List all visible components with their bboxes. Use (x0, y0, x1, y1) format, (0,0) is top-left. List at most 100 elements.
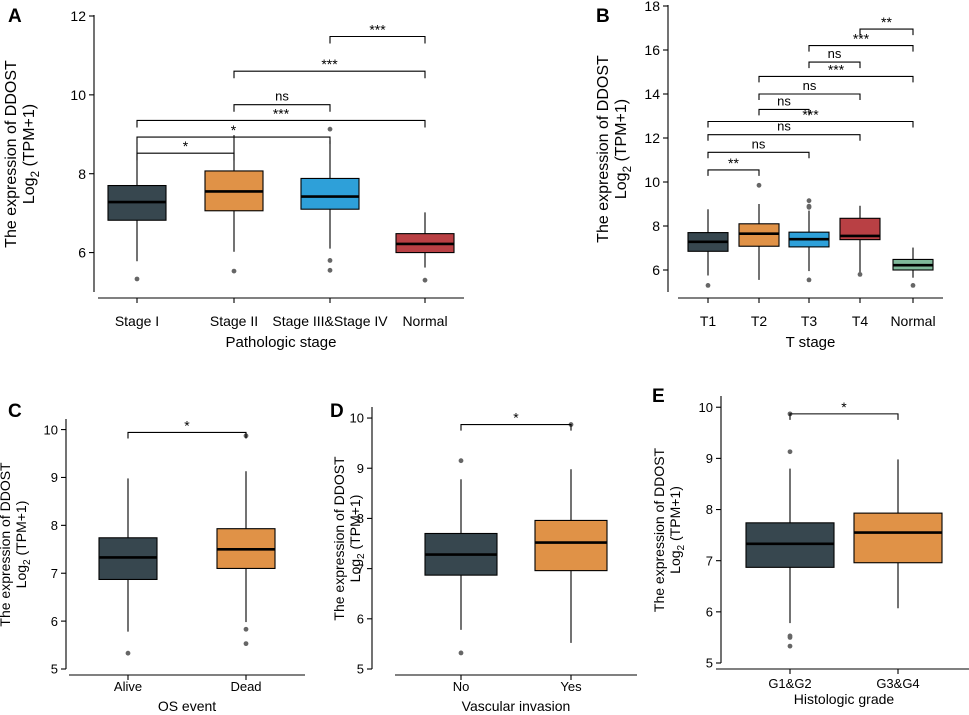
significance-bracket: ** (859, 14, 914, 36)
box-t3 (788, 198, 830, 283)
box-no (424, 458, 498, 656)
y-tick-label: 6 (652, 262, 660, 278)
outlier-point (458, 458, 464, 464)
bracket-line (789, 413, 899, 420)
box-stage-i (107, 143, 167, 282)
significance-bracket: * (127, 417, 247, 439)
x-tick-label: Yes (560, 679, 582, 694)
x-tick-label: Normal (402, 313, 447, 329)
y-tick-label: 9 (51, 470, 58, 485)
y-tick-label: 18 (644, 0, 660, 14)
y-axis-title: The expression of DDOST (331, 456, 347, 621)
x-tick-label: T4 (852, 313, 869, 329)
bracket-line (233, 104, 331, 112)
y-axis-subtitle-base: 2 (676, 544, 687, 550)
box-g1-g2 (745, 411, 835, 649)
bracket-line (758, 93, 861, 100)
bracket-line (707, 134, 861, 141)
box-t2 (738, 182, 780, 280)
significance-label: * (841, 399, 847, 415)
outlier-point (787, 643, 793, 649)
outlier-point (134, 276, 140, 282)
y-tick-label: 10 (699, 400, 713, 415)
significance-bracket: * (136, 138, 235, 161)
y-tick-label: 16 (644, 42, 660, 58)
bracket-line (758, 75, 914, 83)
panel-B: B 6 8 10 12 14 16 18 The expression of DDOST Log2… (595, 0, 943, 351)
y-tick-label: 8 (652, 218, 660, 234)
box-t4 (839, 205, 881, 277)
y-axis-subtitle-base: 2 (30, 171, 42, 177)
y-tick-label: 10 (644, 174, 660, 190)
panel-letter: E (652, 386, 665, 407)
x-tick-label: Alive (114, 679, 142, 694)
y-axis-subtitle-unit: (TPM+1) (21, 104, 38, 171)
bracket-line (707, 169, 760, 176)
significance-bracket: *** (758, 61, 914, 83)
iqr-box (738, 223, 780, 247)
y-tick-label: 12 (644, 130, 660, 146)
significance-label: ns (777, 93, 791, 108)
y-tick-label: 6 (78, 245, 86, 261)
panel-letter: B (596, 6, 610, 27)
outlier-point (857, 272, 863, 277)
significance-label: ** (728, 155, 739, 171)
outlier-point (787, 449, 793, 455)
y-axis-subtitle-unit: (TPM+1) (347, 495, 363, 554)
y-axis-title: The expression of DDOST (595, 55, 612, 243)
x-axis-title: Histologic grade (794, 691, 895, 707)
outlier-point (125, 650, 131, 656)
y-axis-subtitle-log: Log (21, 177, 38, 204)
y-axis-subtitle-unit: (TPM+1) (667, 486, 683, 545)
outlier-point (231, 268, 237, 274)
box-normal (395, 212, 455, 283)
significance-bracket: *** (707, 107, 914, 128)
y-axis-subtitle-log: Log (613, 172, 630, 199)
box-t1 (687, 209, 729, 288)
y-axis-subtitle-base: 2 (22, 559, 33, 565)
y-tick-label: 5 (51, 662, 58, 677)
significance-bracket: ns (808, 46, 861, 69)
outlier-point (327, 258, 333, 263)
significance-label: ns (777, 119, 791, 134)
outlier-point (327, 267, 333, 273)
significance-bracket: *** (136, 105, 426, 128)
y-tick-label: 6 (51, 614, 58, 629)
y-tick-label: 5 (357, 662, 364, 677)
bracket-line (127, 431, 247, 439)
significance-label: * (184, 417, 190, 433)
y-tick-label: 8 (78, 166, 86, 182)
y-tick-label: 9 (706, 451, 713, 466)
bracket-line (136, 152, 235, 161)
x-axis-title: T stage (786, 334, 836, 351)
significance-label: *** (273, 105, 290, 121)
bracket-line (460, 424, 572, 431)
outlier-point (806, 204, 812, 210)
iqr-box (300, 177, 360, 210)
x-axis-title: Vascular invasion (462, 698, 571, 714)
outlier-point (806, 277, 812, 283)
y-axis-subtitle-base: 2 (356, 553, 367, 559)
box-stage-iii-stage-iv (300, 126, 360, 273)
significance-label: *** (828, 61, 845, 77)
outlier-point (787, 635, 793, 640)
bracket-line (707, 120, 914, 128)
bracket-line (329, 35, 426, 44)
outlier-point (458, 650, 464, 656)
bracket-line (758, 108, 810, 116)
y-axis-subtitle: Log2 (TPM+1) (613, 99, 634, 199)
y-tick-label: 8 (357, 511, 364, 526)
iqr-box (534, 519, 608, 572)
bracket-line (808, 45, 914, 52)
significance-bracket: ns (707, 119, 861, 141)
x-tick-label: Stage III&Stage IV (272, 313, 388, 329)
bracket-line (859, 28, 914, 36)
y-axis-subtitle: Log2 (TPM+1) (347, 495, 367, 583)
outlier-point (705, 283, 711, 288)
significance-bracket: *** (233, 56, 426, 79)
outlier-point (243, 641, 249, 647)
box-stage-ii (204, 135, 264, 274)
significance-bracket: ns (758, 93, 810, 116)
box-g3-g4 (853, 459, 943, 609)
outlier-point (327, 126, 333, 132)
